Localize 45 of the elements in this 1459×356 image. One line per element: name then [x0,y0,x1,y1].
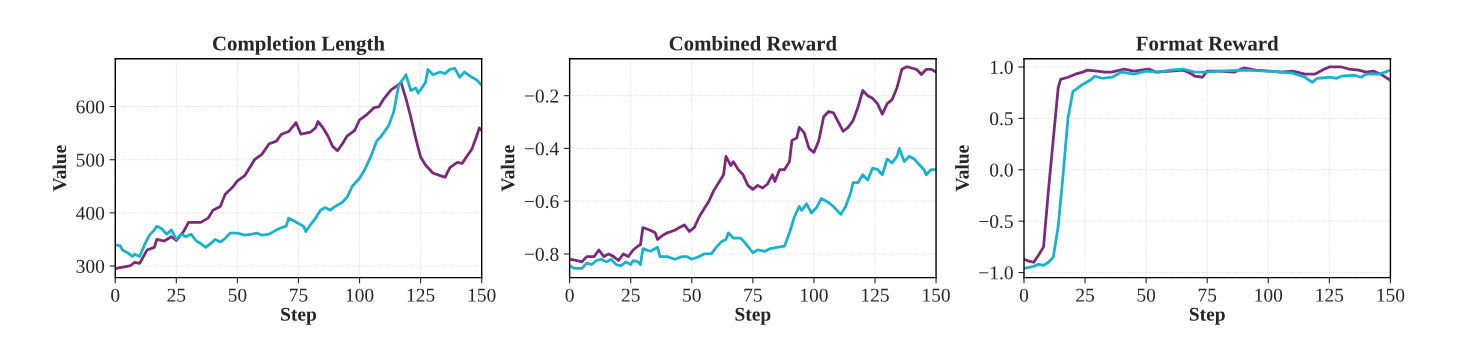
x-tick-label: 100 [1255,288,1283,302]
x-tick-label: 50 [228,288,247,302]
x-tick-label: 150 [1377,288,1405,302]
chart-title: Format Reward [1136,35,1279,51]
y-tick-label: −0.4 [524,142,559,156]
x-tick-label: 125 [407,288,435,302]
y-tick-label: 1.0 [990,60,1013,74]
x-tick-label: 50 [683,288,701,302]
x-axis-title: Step [735,307,771,325]
x-tick-label: 125 [1316,288,1344,302]
x-tick-label: 100 [801,288,828,302]
x-tick-label: 25 [621,288,640,302]
y-tick-label: 600 [76,100,105,114]
x-tick-label: 50 [1137,288,1156,302]
x-tick-label: 75 [744,288,762,302]
line-series [569,65,937,264]
x-axis-title: Step [1189,307,1225,325]
y-tick-label: 500 [76,153,105,167]
x-tick-label: 75 [290,288,308,302]
y-tick-label: 0.0 [990,163,1013,177]
y-axis-title: Value [52,145,67,192]
x-tick-label: 100 [346,288,374,302]
x-tick-label: 0 [111,288,120,302]
chart-title: Completion Length [212,35,385,56]
x-tick-label: 25 [1076,288,1095,302]
y-axis-title: Value [500,145,515,192]
x-tick-label: 0 [565,288,574,302]
line-series [569,147,937,270]
chart-title: Combined Reward [669,35,837,51]
y-tick-label: 300 [76,259,105,273]
y-tick-label: −0.5 [979,214,1013,229]
y-tick-label: −0.8 [524,247,559,261]
x-tick-label: 25 [167,288,186,302]
y-tick-label: 400 [76,206,105,220]
x-tick-label: 0 [1019,288,1029,302]
y-tick-label: −1.0 [979,266,1013,280]
y-tick-label: −0.2 [524,89,559,103]
x-tick-label: 150 [468,288,496,302]
x-tick-label: 150 [923,288,950,302]
x-axis-title: Step [281,307,317,325]
y-tick-label: −0.6 [524,195,559,209]
x-tick-label: 75 [1198,288,1217,302]
x-tick-label: 125 [862,288,889,302]
y-tick-label: 0.5 [990,112,1013,126]
y-axis-title: Value [955,145,969,192]
